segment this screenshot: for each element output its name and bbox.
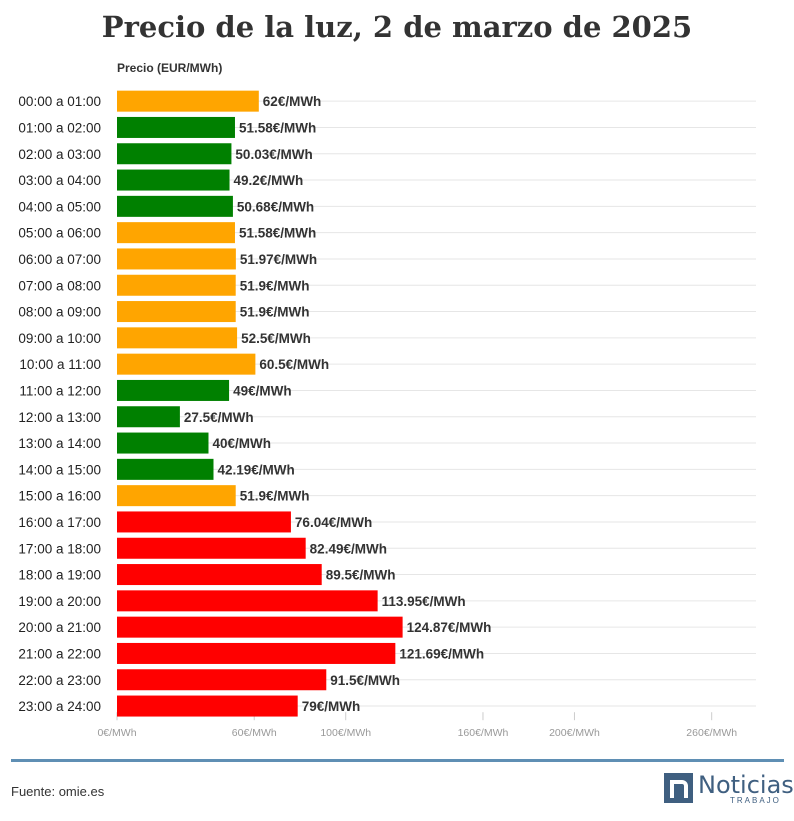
- category-label: 16:00 a 17:00: [18, 515, 101, 530]
- source-note: Fuente: omie.es: [11, 784, 105, 799]
- value-label: 62€/MWh: [263, 94, 322, 109]
- value-label: 60.5€/MWh: [259, 357, 329, 372]
- category-label: 12:00 a 13:00: [18, 410, 101, 425]
- value-label: 79€/MWh: [302, 699, 361, 714]
- value-label: 82.49€/MWh: [310, 541, 387, 556]
- bar: [117, 564, 322, 586]
- value-label: 113.95€/MWh: [382, 594, 466, 609]
- bar: [117, 301, 236, 323]
- category-label: 18:00 a 19:00: [18, 568, 101, 583]
- category-label: 05:00 a 06:00: [18, 226, 101, 241]
- bar: [117, 511, 291, 533]
- category-label: 10:00 a 11:00: [19, 357, 101, 372]
- category-label: 14:00 a 15:00: [18, 462, 101, 477]
- value-label: 121.69€/MWh: [399, 646, 484, 661]
- value-label: 27.5€/MWh: [184, 410, 254, 425]
- bar: [117, 616, 403, 638]
- bar: [117, 458, 214, 480]
- logo-subtitle: TRABAJO: [730, 796, 781, 805]
- category-label: 02:00 a 03:00: [18, 147, 101, 162]
- category-label: 06:00 a 07:00: [18, 252, 101, 267]
- category-label: 21:00 a 22:00: [18, 646, 101, 661]
- footer-divider: [11, 759, 784, 762]
- x-tick-label: 100€/MWh: [320, 727, 371, 739]
- x-tick-label: 0€/MWh: [97, 727, 136, 739]
- category-label: 17:00 a 18:00: [18, 541, 101, 556]
- value-label: 49€/MWh: [233, 383, 292, 398]
- x-tick-label: 200€/MWh: [549, 727, 600, 739]
- bar: [117, 695, 298, 717]
- value-label: 89.5€/MWh: [326, 568, 396, 583]
- x-tick-label: 260€/MWh: [686, 727, 737, 739]
- x-tick-label: 60€/MWh: [232, 727, 277, 739]
- brand-logo: Noticias TRABAJO: [664, 771, 794, 805]
- bar: [117, 195, 233, 217]
- bar: [117, 669, 327, 691]
- bar: [117, 485, 236, 507]
- value-label: 51.58€/MWh: [239, 226, 316, 241]
- category-label: 11:00 a 12:00: [19, 383, 101, 398]
- category-label: 00:00 a 01:00: [18, 94, 101, 109]
- category-label: 22:00 a 23:00: [18, 673, 101, 688]
- bar: [117, 143, 232, 165]
- logo-wordmark: Noticias: [698, 771, 794, 799]
- category-label: 07:00 a 08:00: [18, 278, 101, 293]
- value-label: 51.58€/MWh: [239, 120, 316, 135]
- bar: [117, 406, 180, 428]
- value-label: 40€/MWh: [212, 436, 271, 451]
- bar: [117, 327, 238, 349]
- value-label: 51.97€/MWh: [240, 252, 317, 267]
- value-label: 52.5€/MWh: [241, 331, 311, 346]
- bar: [117, 116, 235, 138]
- bar: [117, 248, 236, 270]
- x-tick-label: 160€/MWh: [458, 727, 509, 739]
- bar: [117, 642, 396, 664]
- category-label: 01:00 a 02:00: [18, 120, 101, 135]
- category-label: 20:00 a 21:00: [18, 620, 101, 635]
- chart-title: Precio de la luz, 2 de marzo de 2025: [101, 10, 693, 44]
- bar: [117, 353, 256, 375]
- value-label: 49.2€/MWh: [234, 173, 304, 188]
- category-label: 03:00 a 04:00: [18, 173, 101, 188]
- logo-icon: [664, 773, 693, 803]
- value-label: 91.5€/MWh: [330, 673, 400, 688]
- value-label: 50.68€/MWh: [237, 199, 314, 214]
- category-label: 23:00 a 24:00: [18, 699, 101, 714]
- bar-chart: 0€/MWh 60€/MWh 100€/MWh 160€/MWh 200€/MWh 260…: [18, 90, 756, 739]
- bar: [117, 90, 259, 112]
- value-label: 51.9€/MWh: [240, 278, 310, 293]
- axis-title: Precio (EUR/MWh): [117, 61, 223, 75]
- category-label: 08:00 a 09:00: [18, 305, 101, 320]
- category-label: 15:00 a 16:00: [18, 489, 101, 504]
- value-label: 76.04€/MWh: [295, 515, 372, 530]
- value-label: 124.87€/MWh: [407, 620, 492, 635]
- category-label: 09:00 a 10:00: [18, 331, 101, 346]
- bar: [117, 537, 306, 559]
- bar: [117, 590, 378, 612]
- category-label: 13:00 a 14:00: [18, 436, 101, 451]
- value-label: 51.9€/MWh: [240, 489, 310, 504]
- bar: [117, 222, 235, 244]
- value-label: 42.19€/MWh: [218, 462, 295, 477]
- bar: [117, 169, 230, 191]
- bar: [117, 274, 236, 296]
- bar: [117, 432, 209, 454]
- value-label: 51.9€/MWh: [240, 305, 310, 320]
- category-label: 19:00 a 20:00: [18, 594, 101, 609]
- bar: [117, 379, 230, 401]
- value-label: 50.03€/MWh: [235, 147, 312, 162]
- category-label: 04:00 a 05:00: [18, 199, 101, 214]
